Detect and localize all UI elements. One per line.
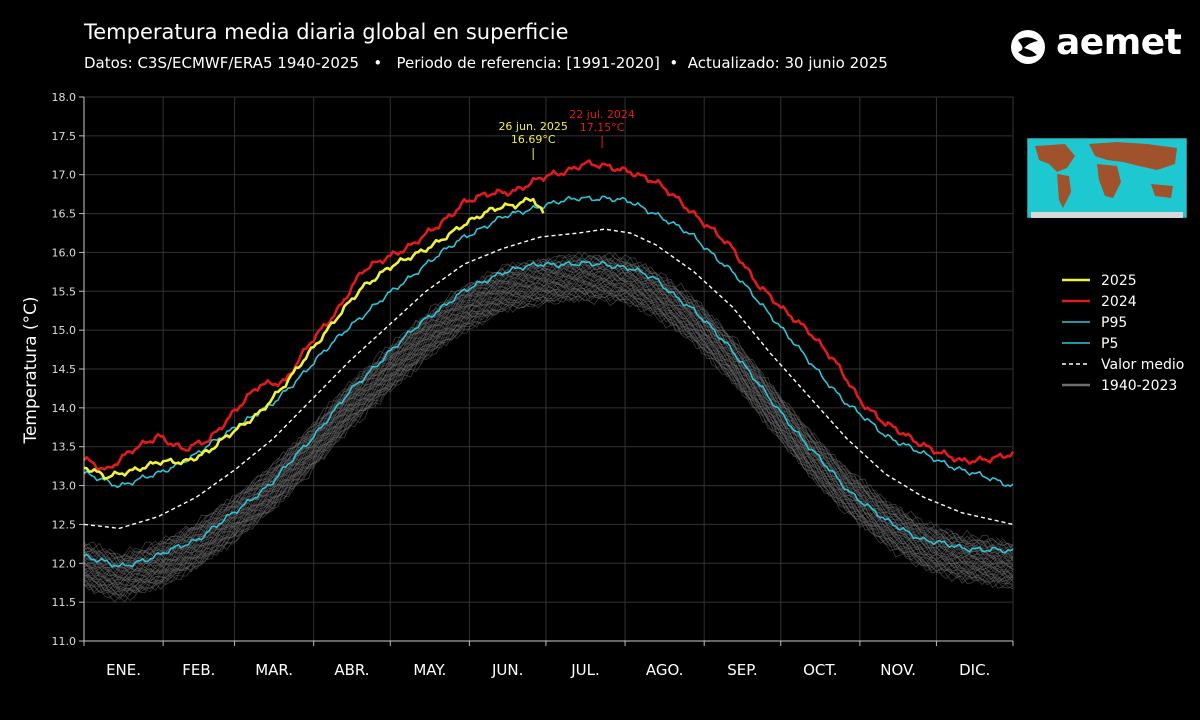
history-line bbox=[83, 278, 1014, 582]
y-tick-label: 11.0 bbox=[52, 635, 77, 648]
month-label: MAY. bbox=[413, 661, 446, 679]
series-lines bbox=[83, 159, 1015, 568]
legend-label-2025: 2025 bbox=[1101, 273, 1137, 289]
legend-label-2024: 2024 bbox=[1101, 294, 1137, 310]
history-line bbox=[83, 252, 1014, 563]
annotation-value: 17.15°C bbox=[580, 121, 625, 134]
history-line bbox=[83, 288, 1014, 596]
history-line bbox=[83, 293, 1014, 603]
month-label: NOV. bbox=[880, 661, 916, 679]
annotation-date: 22 jul. 2024 bbox=[569, 108, 635, 121]
y-axis-label: Temperatura (°C) bbox=[21, 296, 41, 444]
y-tick-label: 16.0 bbox=[52, 246, 77, 259]
legend-label-P5: P5 bbox=[1101, 336, 1118, 352]
y-tick-label: 17.0 bbox=[52, 169, 77, 182]
series-line-P5 bbox=[83, 260, 1014, 568]
chart-subtitle: Datos: C3S/ECMWF/ERA5 1940-2025 • Period… bbox=[84, 54, 888, 72]
legend: 2025 2024 P95 P5 Valor medio 1940-2023 bbox=[1062, 273, 1184, 394]
month-label: SEP. bbox=[727, 661, 757, 679]
month-label: OCT. bbox=[803, 661, 837, 679]
history-line bbox=[83, 289, 1014, 596]
y-tick-label: 17.5 bbox=[52, 130, 77, 143]
history-line bbox=[83, 289, 1014, 596]
legend-label-P95: P95 bbox=[1101, 315, 1127, 331]
y-tick-label: 14.5 bbox=[52, 363, 77, 376]
y-tick-label: 15.5 bbox=[52, 285, 77, 298]
chart-title: Temperatura media diaria global en super… bbox=[84, 20, 569, 44]
legend-label-history: 1940-2023 bbox=[1101, 378, 1177, 394]
history-line bbox=[83, 289, 1014, 598]
history-line bbox=[83, 282, 1014, 587]
history-lines bbox=[83, 251, 1014, 603]
month-label: JUN. bbox=[491, 661, 523, 679]
series-line-2024 bbox=[83, 159, 1015, 471]
month-label: MAR. bbox=[255, 661, 293, 679]
logo-text: aemet bbox=[1056, 22, 1182, 63]
month-label: ENE. bbox=[106, 661, 141, 679]
month-label: DIC. bbox=[959, 661, 990, 679]
history-line bbox=[83, 262, 1014, 569]
y-tick-label: 11.5 bbox=[52, 596, 77, 609]
history-line bbox=[83, 255, 1014, 559]
y-tick-label: 13.5 bbox=[52, 441, 77, 454]
history-line bbox=[83, 294, 1014, 603]
month-label: ABR. bbox=[334, 661, 369, 679]
y-tick-label: 13.0 bbox=[52, 480, 77, 493]
series-line-P95 bbox=[83, 195, 1014, 488]
legend-label-mean: Valor medio bbox=[1101, 357, 1184, 373]
chart-grid bbox=[83, 96, 1014, 642]
y-tick-label: 12.0 bbox=[52, 557, 77, 570]
chart-axes: 11.0 11.5 12.0 12.5 13.0 13.5 14.0 14.5 15.0 15.5… bbox=[52, 91, 1014, 679]
history-line bbox=[83, 278, 1014, 587]
aemet-logo-icon bbox=[1011, 30, 1045, 64]
y-tick-label: 15.0 bbox=[52, 324, 77, 337]
annotation-value: 16.69°C bbox=[511, 133, 556, 146]
y-tick-label: 16.5 bbox=[52, 208, 77, 221]
y-tick-label: 12.5 bbox=[52, 518, 77, 531]
month-label: JUL. bbox=[570, 661, 600, 679]
month-label: FEB. bbox=[182, 661, 215, 679]
y-tick-label: 18.0 bbox=[52, 91, 77, 104]
series-line-2025 bbox=[83, 196, 545, 480]
annotation-date: 26 jun. 2025 bbox=[498, 120, 567, 133]
history-line bbox=[83, 251, 1014, 559]
world-map-icon bbox=[1027, 138, 1187, 218]
month-label: AGO. bbox=[646, 661, 684, 679]
y-tick-label: 14.0 bbox=[52, 402, 77, 415]
series-line-mean bbox=[83, 228, 1014, 529]
